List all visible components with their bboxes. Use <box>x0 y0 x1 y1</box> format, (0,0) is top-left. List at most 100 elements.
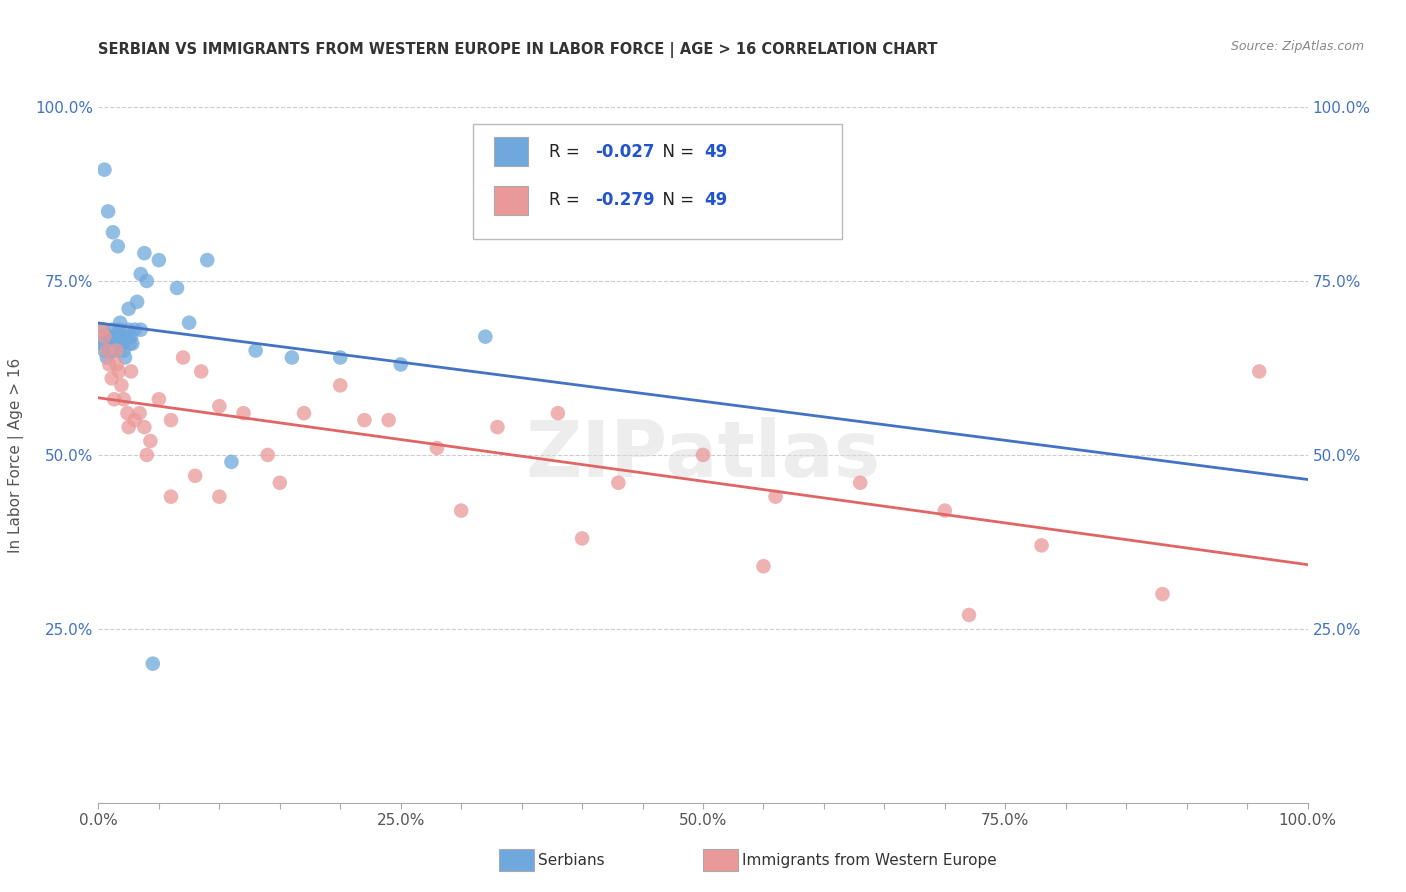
Point <box>134 420 156 434</box>
Point <box>100 329 122 343</box>
Point <box>547 406 569 420</box>
Point <box>148 392 170 407</box>
Point <box>96 351 118 365</box>
Point <box>107 239 129 253</box>
Point <box>118 420 141 434</box>
Point <box>117 329 139 343</box>
Point <box>135 274 157 288</box>
Point <box>120 329 142 343</box>
Text: Immigrants from Western Europe: Immigrants from Western Europe <box>742 853 997 868</box>
Text: Source: ZipAtlas.com: Source: ZipAtlas.com <box>1230 40 1364 54</box>
Point <box>108 323 131 337</box>
Point <box>110 378 132 392</box>
Point <box>112 392 135 407</box>
Point <box>108 316 131 330</box>
Point <box>120 364 142 378</box>
Point <box>93 329 115 343</box>
Point <box>221 455 243 469</box>
Text: SERBIAN VS IMMIGRANTS FROM WESTERN EUROPE IN LABOR FORCE | AGE > 16 CORRELATION : SERBIAN VS IMMIGRANTS FROM WESTERN EUROP… <box>98 42 938 58</box>
Point <box>934 503 956 517</box>
Text: 49: 49 <box>704 143 727 161</box>
Point <box>256 448 278 462</box>
Point <box>426 441 449 455</box>
Point <box>127 294 149 309</box>
Point <box>135 448 157 462</box>
Point <box>128 406 150 420</box>
Point <box>117 406 139 420</box>
Point <box>957 607 980 622</box>
Point <box>195 253 218 268</box>
Point <box>142 657 165 671</box>
Point <box>172 351 194 365</box>
Point <box>184 468 207 483</box>
Point <box>108 364 131 378</box>
Point <box>118 323 141 337</box>
Point <box>105 336 128 351</box>
Point <box>129 323 152 337</box>
Point <box>208 399 231 413</box>
Point <box>100 371 122 385</box>
Y-axis label: In Labor Force | Age > 16: In Labor Force | Age > 16 <box>8 358 24 552</box>
Point <box>450 503 472 517</box>
Point <box>329 351 352 365</box>
Point <box>97 204 120 219</box>
Point <box>112 343 135 358</box>
Text: R =: R = <box>550 191 585 210</box>
Point <box>118 336 141 351</box>
Point <box>389 358 412 372</box>
Point <box>329 378 352 392</box>
Point <box>148 253 170 268</box>
Point <box>1249 364 1271 378</box>
Point <box>692 448 714 462</box>
Point <box>101 323 124 337</box>
Point <box>269 475 291 490</box>
FancyBboxPatch shape <box>494 137 527 166</box>
Text: 49: 49 <box>704 191 727 210</box>
Text: R =: R = <box>550 143 585 161</box>
Point <box>91 323 114 337</box>
Point <box>103 343 125 358</box>
Point <box>160 413 183 427</box>
Point <box>105 343 128 358</box>
Point <box>1031 538 1053 552</box>
Point <box>93 343 115 358</box>
Point <box>105 358 128 372</box>
Point <box>121 336 143 351</box>
FancyBboxPatch shape <box>494 186 527 215</box>
Point <box>91 336 114 351</box>
Point <box>849 475 872 490</box>
Text: N =: N = <box>652 143 700 161</box>
Point <box>118 301 141 316</box>
Point <box>97 329 120 343</box>
Point <box>179 316 201 330</box>
Point <box>166 281 188 295</box>
Point <box>104 329 127 343</box>
Point <box>98 358 121 372</box>
Point <box>114 351 136 365</box>
Point <box>129 267 152 281</box>
Point <box>292 406 315 420</box>
Point <box>134 246 156 260</box>
Point <box>353 413 375 427</box>
Point <box>111 336 134 351</box>
Point <box>124 323 146 337</box>
Point <box>94 336 117 351</box>
Point <box>103 392 125 407</box>
Point <box>752 559 775 574</box>
Point <box>245 343 267 358</box>
Point <box>124 413 146 427</box>
Text: -0.279: -0.279 <box>595 191 655 210</box>
Text: ZIPatlas: ZIPatlas <box>526 417 880 493</box>
Point <box>607 475 630 490</box>
Point <box>96 343 118 358</box>
Text: -0.027: -0.027 <box>595 143 655 161</box>
Point <box>110 329 132 343</box>
Point <box>101 225 124 239</box>
Point <box>281 351 304 365</box>
Point <box>111 329 134 343</box>
Point <box>571 532 593 546</box>
Point <box>139 434 162 448</box>
FancyBboxPatch shape <box>474 124 842 239</box>
Point <box>232 406 254 420</box>
Point <box>91 323 114 337</box>
